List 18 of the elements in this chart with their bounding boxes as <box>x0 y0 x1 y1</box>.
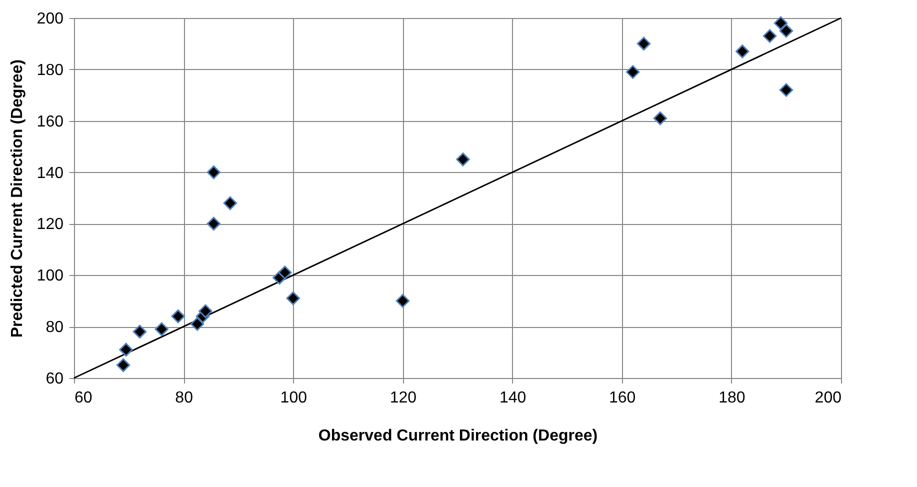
y-tick-label: 60 <box>46 370 64 388</box>
x-tick-label: 100 <box>280 390 308 406</box>
y-tick-label: 120 <box>36 216 64 234</box>
y-tick-label: 180 <box>36 62 64 79</box>
x-tick-label: 180 <box>718 390 746 406</box>
x-tick-label: 160 <box>609 390 636 406</box>
x-tick-label: 200 <box>814 390 842 406</box>
y-axis-title: Predicted Current Direction (Degree) <box>8 59 26 338</box>
y-tick-label: 100 <box>36 268 64 285</box>
x-tick-label: 80 <box>175 390 194 406</box>
y-tick-label: 140 <box>36 164 64 182</box>
y-tick-label: 200 <box>36 10 64 28</box>
y-tick-label: 80 <box>46 319 64 336</box>
x-tick-label: 120 <box>390 390 417 406</box>
x-tick-label: 60 <box>74 390 92 406</box>
x-axis-title: Observed Current Direction (Degree) <box>318 428 598 444</box>
y-tick-label: 160 <box>36 113 64 130</box>
x-tick-label: 140 <box>499 390 526 406</box>
